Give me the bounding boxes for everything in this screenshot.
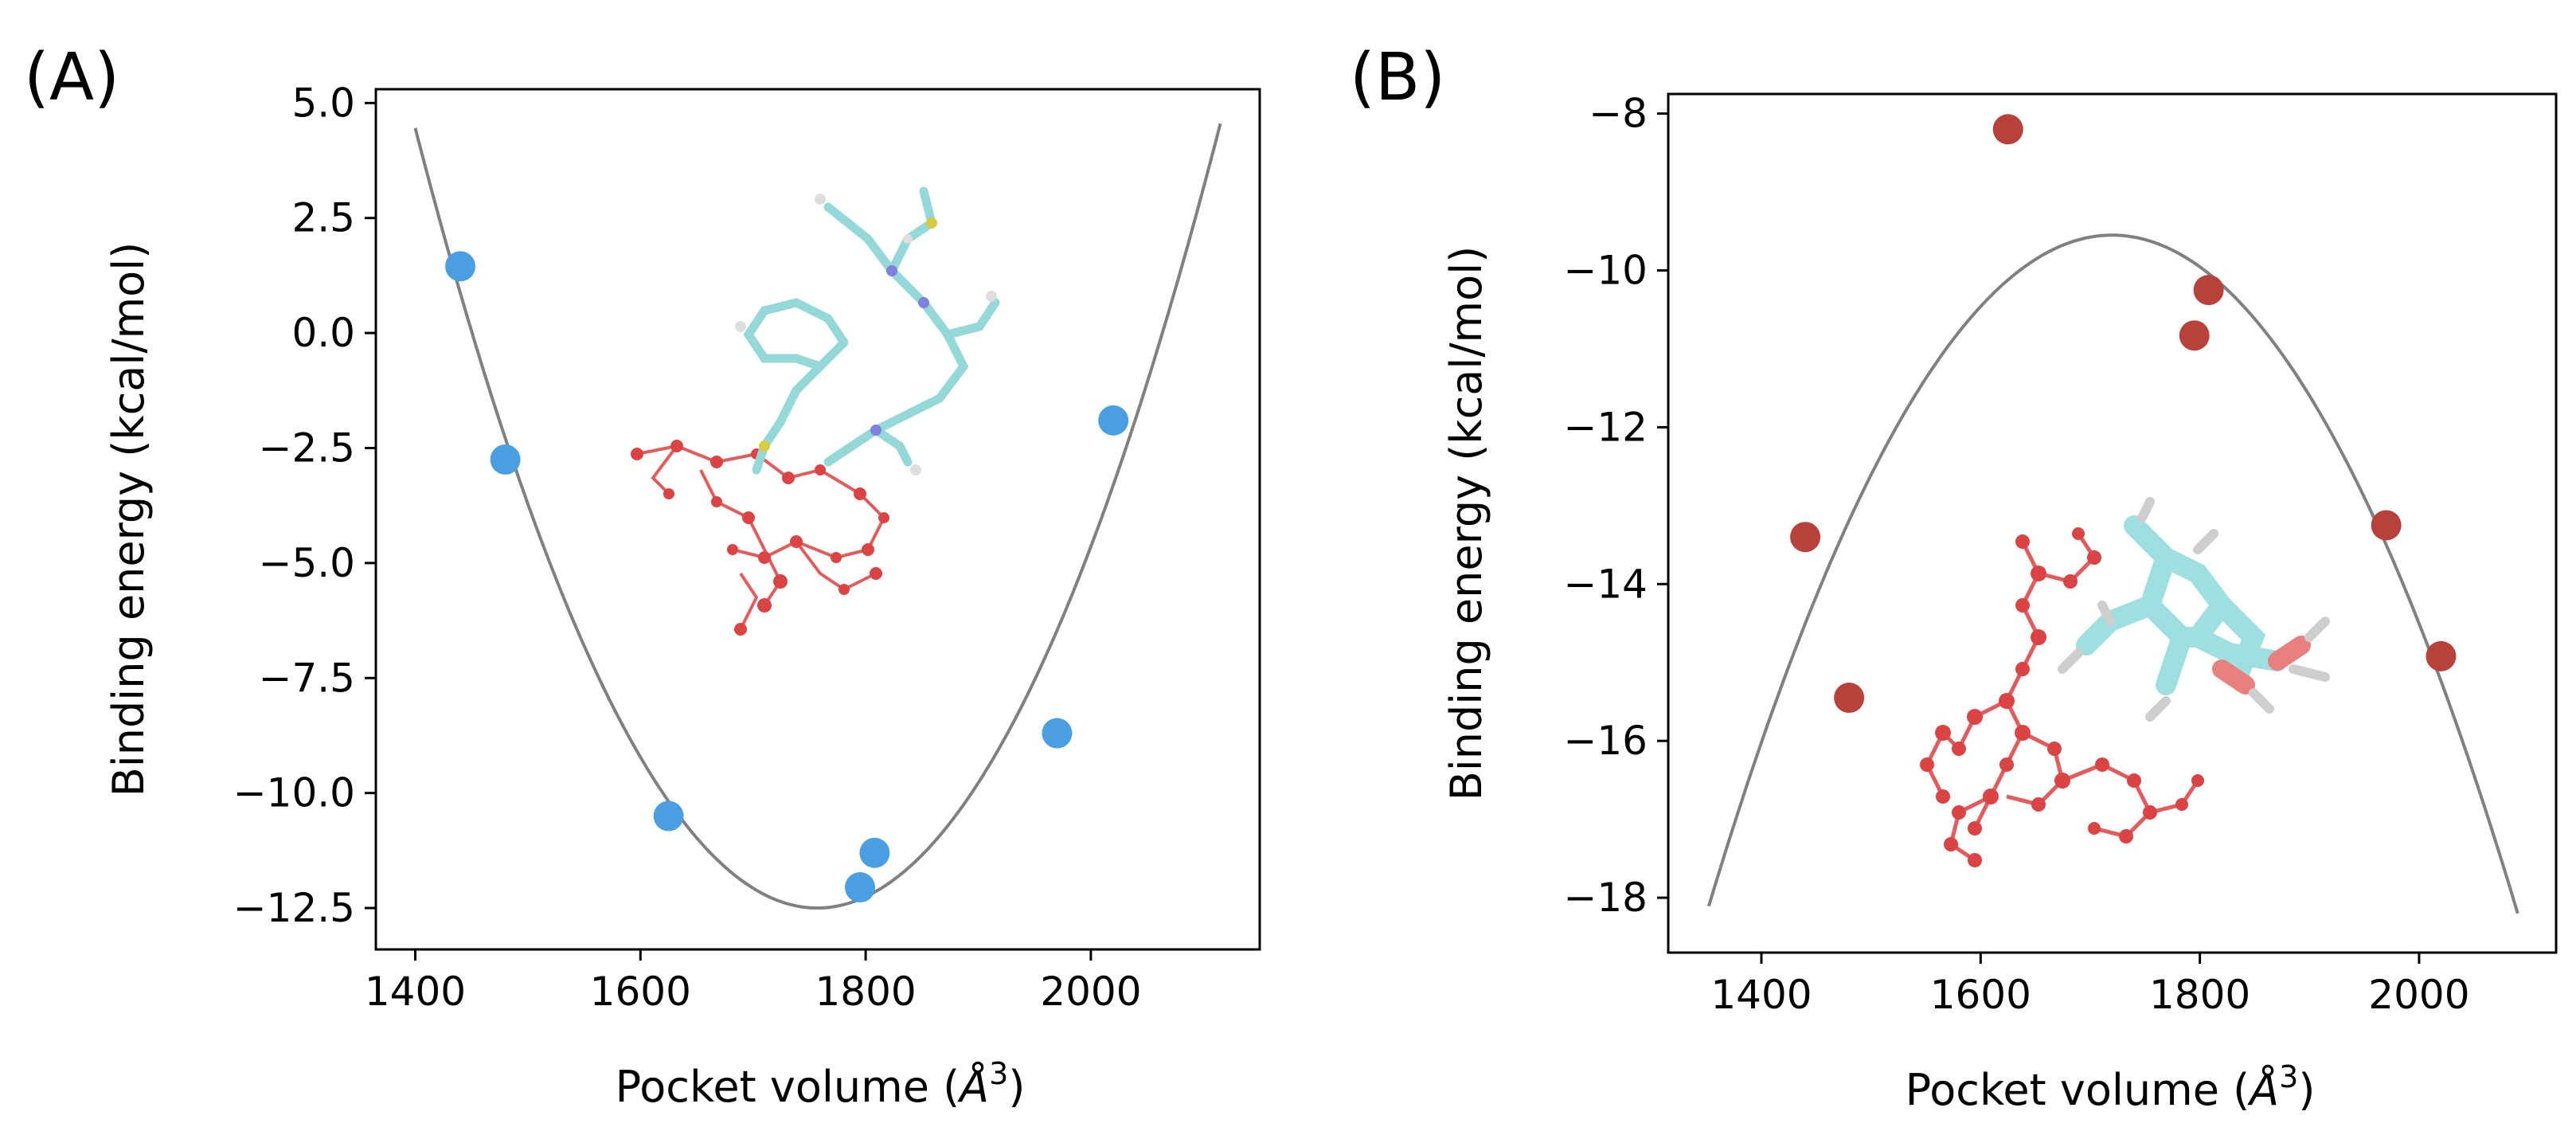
y-tick-label: −10.0 [233, 770, 355, 816]
fit-curve [413, 123, 1222, 910]
data-point [2371, 510, 2402, 541]
data-point [1992, 114, 2023, 145]
x-axis-label-text: Pocket volume ( [616, 1062, 960, 1112]
data-point [1790, 522, 1821, 553]
x-tick-label: 2000 [2368, 972, 2469, 1018]
data-points [1790, 114, 2457, 714]
x-tick-label: 1800 [2149, 972, 2250, 1018]
y-axis-label: Binding energy (kcal/mol) [1441, 246, 1491, 801]
x-axis-label-text: Pocket volume ( [1906, 1065, 2250, 1115]
panel-a: (A) 5.0 2.5 0.0 −2.5 −5.0 −7.5 −10.0 −12.5 1400… [24, 40, 1261, 1112]
x-axis-unit: Å [957, 1061, 989, 1112]
plot-frame [1667, 92, 2558, 954]
x-tick-label: 1600 [590, 969, 691, 1015]
y-tick-label: −7.5 [259, 655, 355, 701]
molecule-illustration [1920, 497, 2330, 867]
y-tick-label: −14 [1563, 561, 1648, 607]
data-point [445, 251, 476, 282]
panel-label: (A) [24, 40, 119, 115]
y-tick-label: −5.0 [259, 540, 355, 586]
y-ticks: 5.0 2.5 0.0 −2.5 −5.0 −7.5 −10.0 −12.5 [233, 80, 376, 931]
y-tick-label: −10 [1563, 248, 1648, 294]
data-point [2179, 320, 2210, 351]
data-point [1042, 718, 1073, 749]
data-point [2193, 275, 2224, 306]
data-points [445, 251, 1129, 903]
molecule-illustration [631, 186, 1000, 636]
x-tick-label: 1800 [815, 969, 916, 1015]
x-ticks: 1400 1600 1800 2000 [365, 949, 1142, 1015]
y-tick-label: −8 [1589, 91, 1648, 137]
panel-b: (B) −8 −10 −12 −14 −16 −18 1400 1600 1800 2000 [1350, 40, 2558, 1115]
data-point [859, 837, 890, 868]
y-ticks: −8 −10 −12 −14 −16 −18 [1563, 91, 1668, 921]
x-axis-label: Pocket volume (Å3) [616, 1056, 1026, 1112]
y-tick-label: −2.5 [259, 425, 355, 471]
x-ticks: 1400 1600 1800 2000 [1710, 953, 2470, 1018]
panel-label: (B) [1350, 40, 1445, 115]
y-tick-label: 0.0 [291, 310, 355, 356]
data-point [490, 444, 521, 475]
plot-frame [374, 88, 1261, 951]
x-axis-label-close: ) [1008, 1062, 1025, 1112]
x-axis-unit: Å [2247, 1064, 2279, 1115]
y-tick-label: 5.0 [291, 80, 355, 126]
x-tick-label: 2000 [1040, 969, 1141, 1015]
data-point [2426, 640, 2457, 671]
y-tick-label: 2.5 [291, 195, 355, 241]
y-tick-label: −18 [1563, 875, 1648, 921]
x-tick-label: 1400 [365, 969, 466, 1015]
x-axis-label: Pocket volume (Å3) [1906, 1059, 2316, 1115]
x-axis-exponent: 3 [2279, 1059, 2298, 1094]
data-point [1098, 405, 1129, 436]
data-point [1834, 683, 1865, 714]
y-axis-label: Binding energy (kcal/mol) [104, 242, 154, 797]
y-tick-label: −12 [1563, 404, 1648, 450]
y-tick-label: −16 [1563, 718, 1648, 764]
data-point [845, 872, 876, 903]
x-tick-label: 1400 [1710, 972, 1812, 1018]
data-point [653, 800, 684, 832]
x-tick-label: 1600 [1930, 972, 2031, 1018]
x-axis-label-close: ) [2298, 1065, 2315, 1115]
x-axis-exponent: 3 [989, 1056, 1008, 1091]
fit-curve [1706, 233, 2519, 914]
y-tick-label: −12.5 [233, 885, 355, 931]
